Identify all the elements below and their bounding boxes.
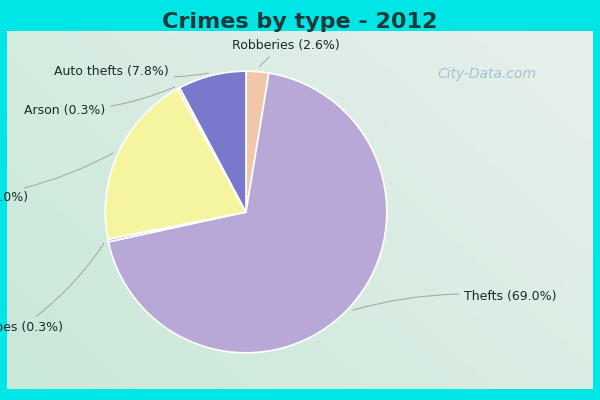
Wedge shape [246, 71, 269, 212]
Text: Thefts (69.0%): Thefts (69.0%) [353, 290, 557, 310]
Text: Burglaries (20.0%): Burglaries (20.0%) [0, 153, 113, 204]
Text: Robberies (2.6%): Robberies (2.6%) [232, 39, 339, 67]
Wedge shape [105, 89, 246, 239]
Text: Arson (0.3%): Arson (0.3%) [24, 87, 175, 117]
Wedge shape [108, 212, 246, 242]
Text: Auto thefts (7.8%): Auto thefts (7.8%) [54, 65, 208, 78]
Wedge shape [109, 73, 387, 353]
Text: City-Data.com: City-Data.com [438, 67, 537, 81]
Wedge shape [180, 71, 246, 212]
Text: Crimes by type - 2012: Crimes by type - 2012 [163, 12, 437, 32]
Wedge shape [178, 88, 246, 212]
Text: Rapes (0.3%): Rapes (0.3%) [0, 244, 104, 334]
